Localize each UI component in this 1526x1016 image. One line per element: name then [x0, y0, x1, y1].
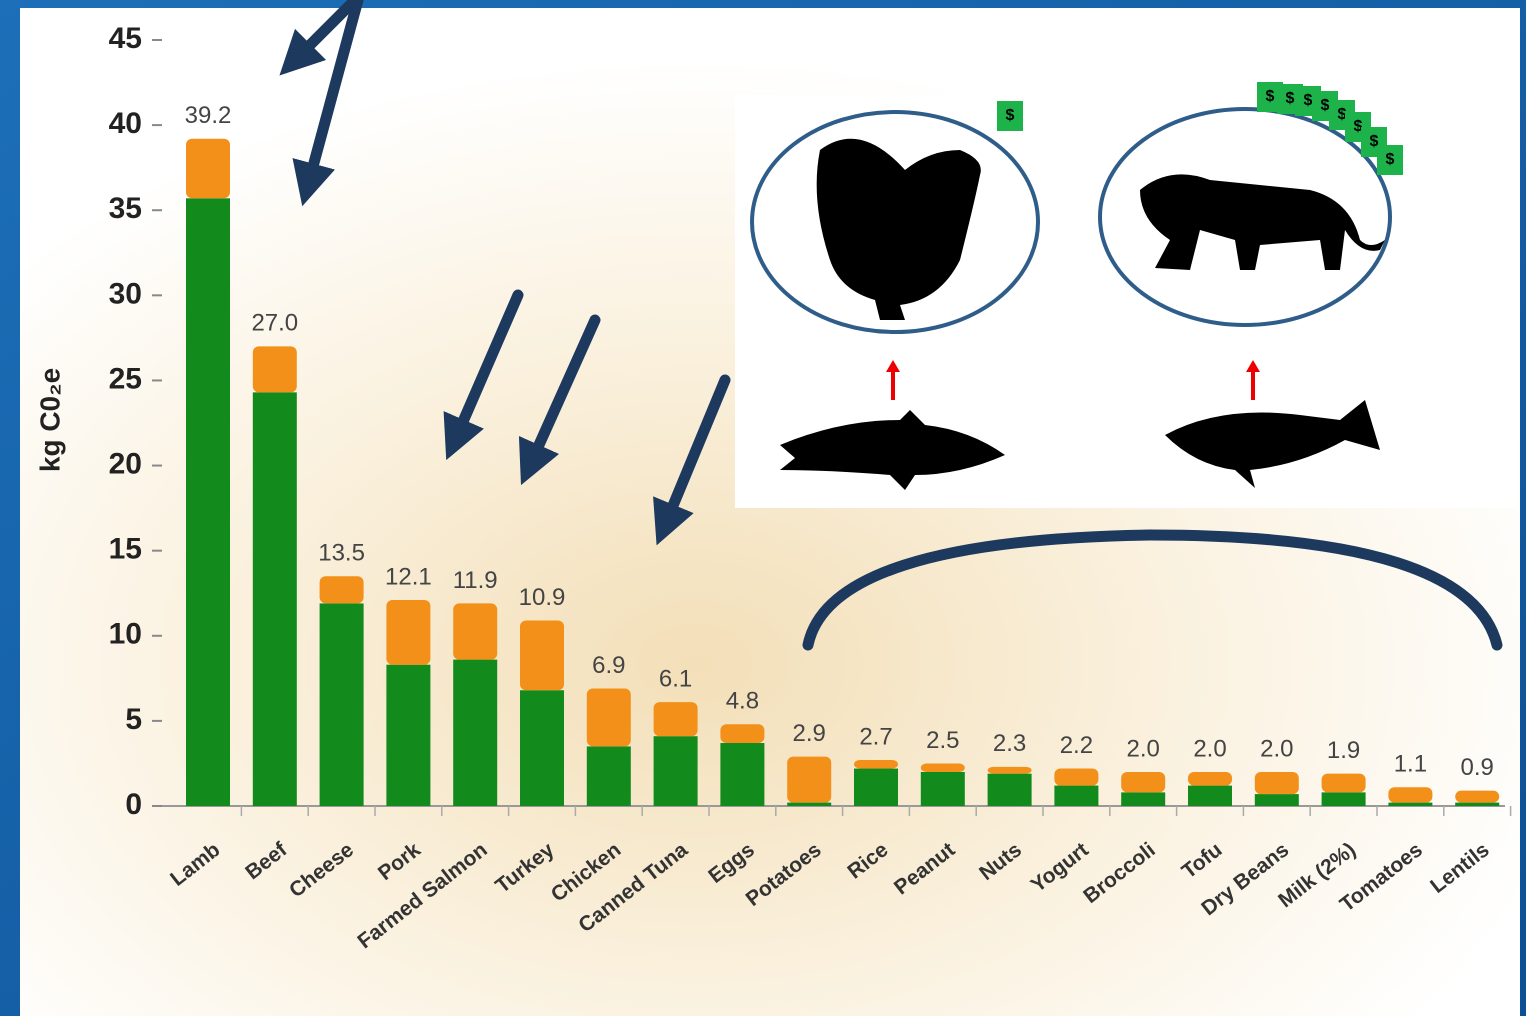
bar-segment [319, 603, 364, 806]
bar-segment [920, 763, 965, 772]
bar-segment [787, 756, 832, 803]
y-tick-label: 40 [109, 107, 142, 140]
y-tick-label: 30 [109, 277, 142, 310]
dollar-sign: $ [1370, 133, 1379, 150]
bar-segment [1054, 785, 1099, 806]
y-tick-label: 45 [109, 22, 142, 55]
dollar-sign: $ [1266, 88, 1275, 105]
total-label: 27.0 [251, 310, 298, 337]
bar-segment [1121, 771, 1166, 793]
total-label: 12.1 [385, 563, 432, 590]
total-label: 6.9 [592, 652, 625, 679]
total-label: 39.2 [185, 102, 232, 129]
bar-segment [252, 346, 297, 393]
bar-segment [1388, 787, 1433, 803]
bar-segment [854, 768, 898, 806]
total-label: 2.5 [926, 727, 959, 754]
dollar-sign: $ [1354, 118, 1363, 135]
bar-segment [386, 600, 431, 665]
bar-segment [319, 576, 364, 604]
bar-segment [586, 688, 631, 747]
bar-segment [1321, 773, 1366, 793]
total-label: 0.9 [1461, 754, 1494, 781]
bar-segment [987, 766, 1032, 774]
dollar-sign: $ [1286, 90, 1295, 107]
y-tick-label: 5 [125, 703, 142, 736]
bar-segment [653, 702, 698, 737]
bar-segment [1455, 790, 1500, 803]
bar-segment [252, 392, 297, 806]
dollar-box [997, 101, 1023, 131]
total-label: 11.9 [453, 567, 498, 594]
total-label: 1.1 [1394, 751, 1427, 778]
food-chain-inset [735, 95, 1515, 508]
bar-segment [520, 690, 564, 806]
bar-segment [1254, 771, 1299, 795]
bar-segment [653, 736, 698, 806]
bar-segment [1254, 794, 1299, 806]
total-label: 2.0 [1127, 735, 1160, 762]
y-tick-label: 15 [109, 533, 142, 566]
bar-segment [186, 138, 230, 199]
y-tick-label: 35 [109, 192, 142, 225]
bar-segment [386, 664, 431, 806]
bar-segment [1121, 792, 1166, 806]
y-tick-label: 0 [125, 788, 142, 821]
bar-segment [453, 659, 498, 806]
y-tick-label: 20 [109, 447, 142, 480]
bar-segment [787, 802, 832, 806]
dollar-sign: $ [1321, 97, 1330, 114]
bar-segment [1054, 768, 1099, 786]
bar-segment [1188, 771, 1232, 786]
total-label: 2.9 [793, 720, 826, 747]
total-label: 13.5 [318, 540, 365, 567]
total-label: 4.8 [726, 688, 759, 715]
dollar-box [1377, 145, 1403, 175]
bar-segment [987, 773, 1032, 806]
bar-segment [1388, 802, 1433, 806]
bar-segment [720, 743, 765, 806]
bar-segment [1321, 792, 1366, 806]
dollar-sign: $ [1386, 151, 1395, 168]
bar-segment [920, 771, 965, 806]
y-axis-label: kg C0₂e [34, 368, 65, 472]
bar-segment [854, 760, 898, 769]
dollar-sign: $ [1304, 92, 1313, 109]
bar-segment [520, 620, 564, 691]
total-label: 2.0 [1193, 735, 1226, 762]
y-tick-label: 25 [109, 362, 142, 395]
bar-segment [1188, 785, 1232, 806]
bar-segment [186, 198, 230, 807]
total-label: 2.3 [993, 730, 1026, 757]
bar-segment [453, 603, 498, 660]
total-label: 2.0 [1260, 735, 1293, 762]
total-label: 2.2 [1060, 732, 1093, 759]
dollar-sign: $ [1006, 107, 1015, 124]
y-tick-label: 10 [109, 618, 142, 651]
bar-segment [1455, 802, 1500, 806]
bar-segment [586, 746, 631, 806]
total-label: 10.9 [519, 584, 566, 611]
total-label: 6.1 [659, 666, 692, 693]
total-label: 2.7 [859, 723, 892, 750]
total-label: 1.9 [1327, 737, 1360, 764]
dollar-sign: $ [1338, 106, 1347, 123]
bar-segment [720, 724, 765, 744]
arrows [279, 0, 1503, 651]
